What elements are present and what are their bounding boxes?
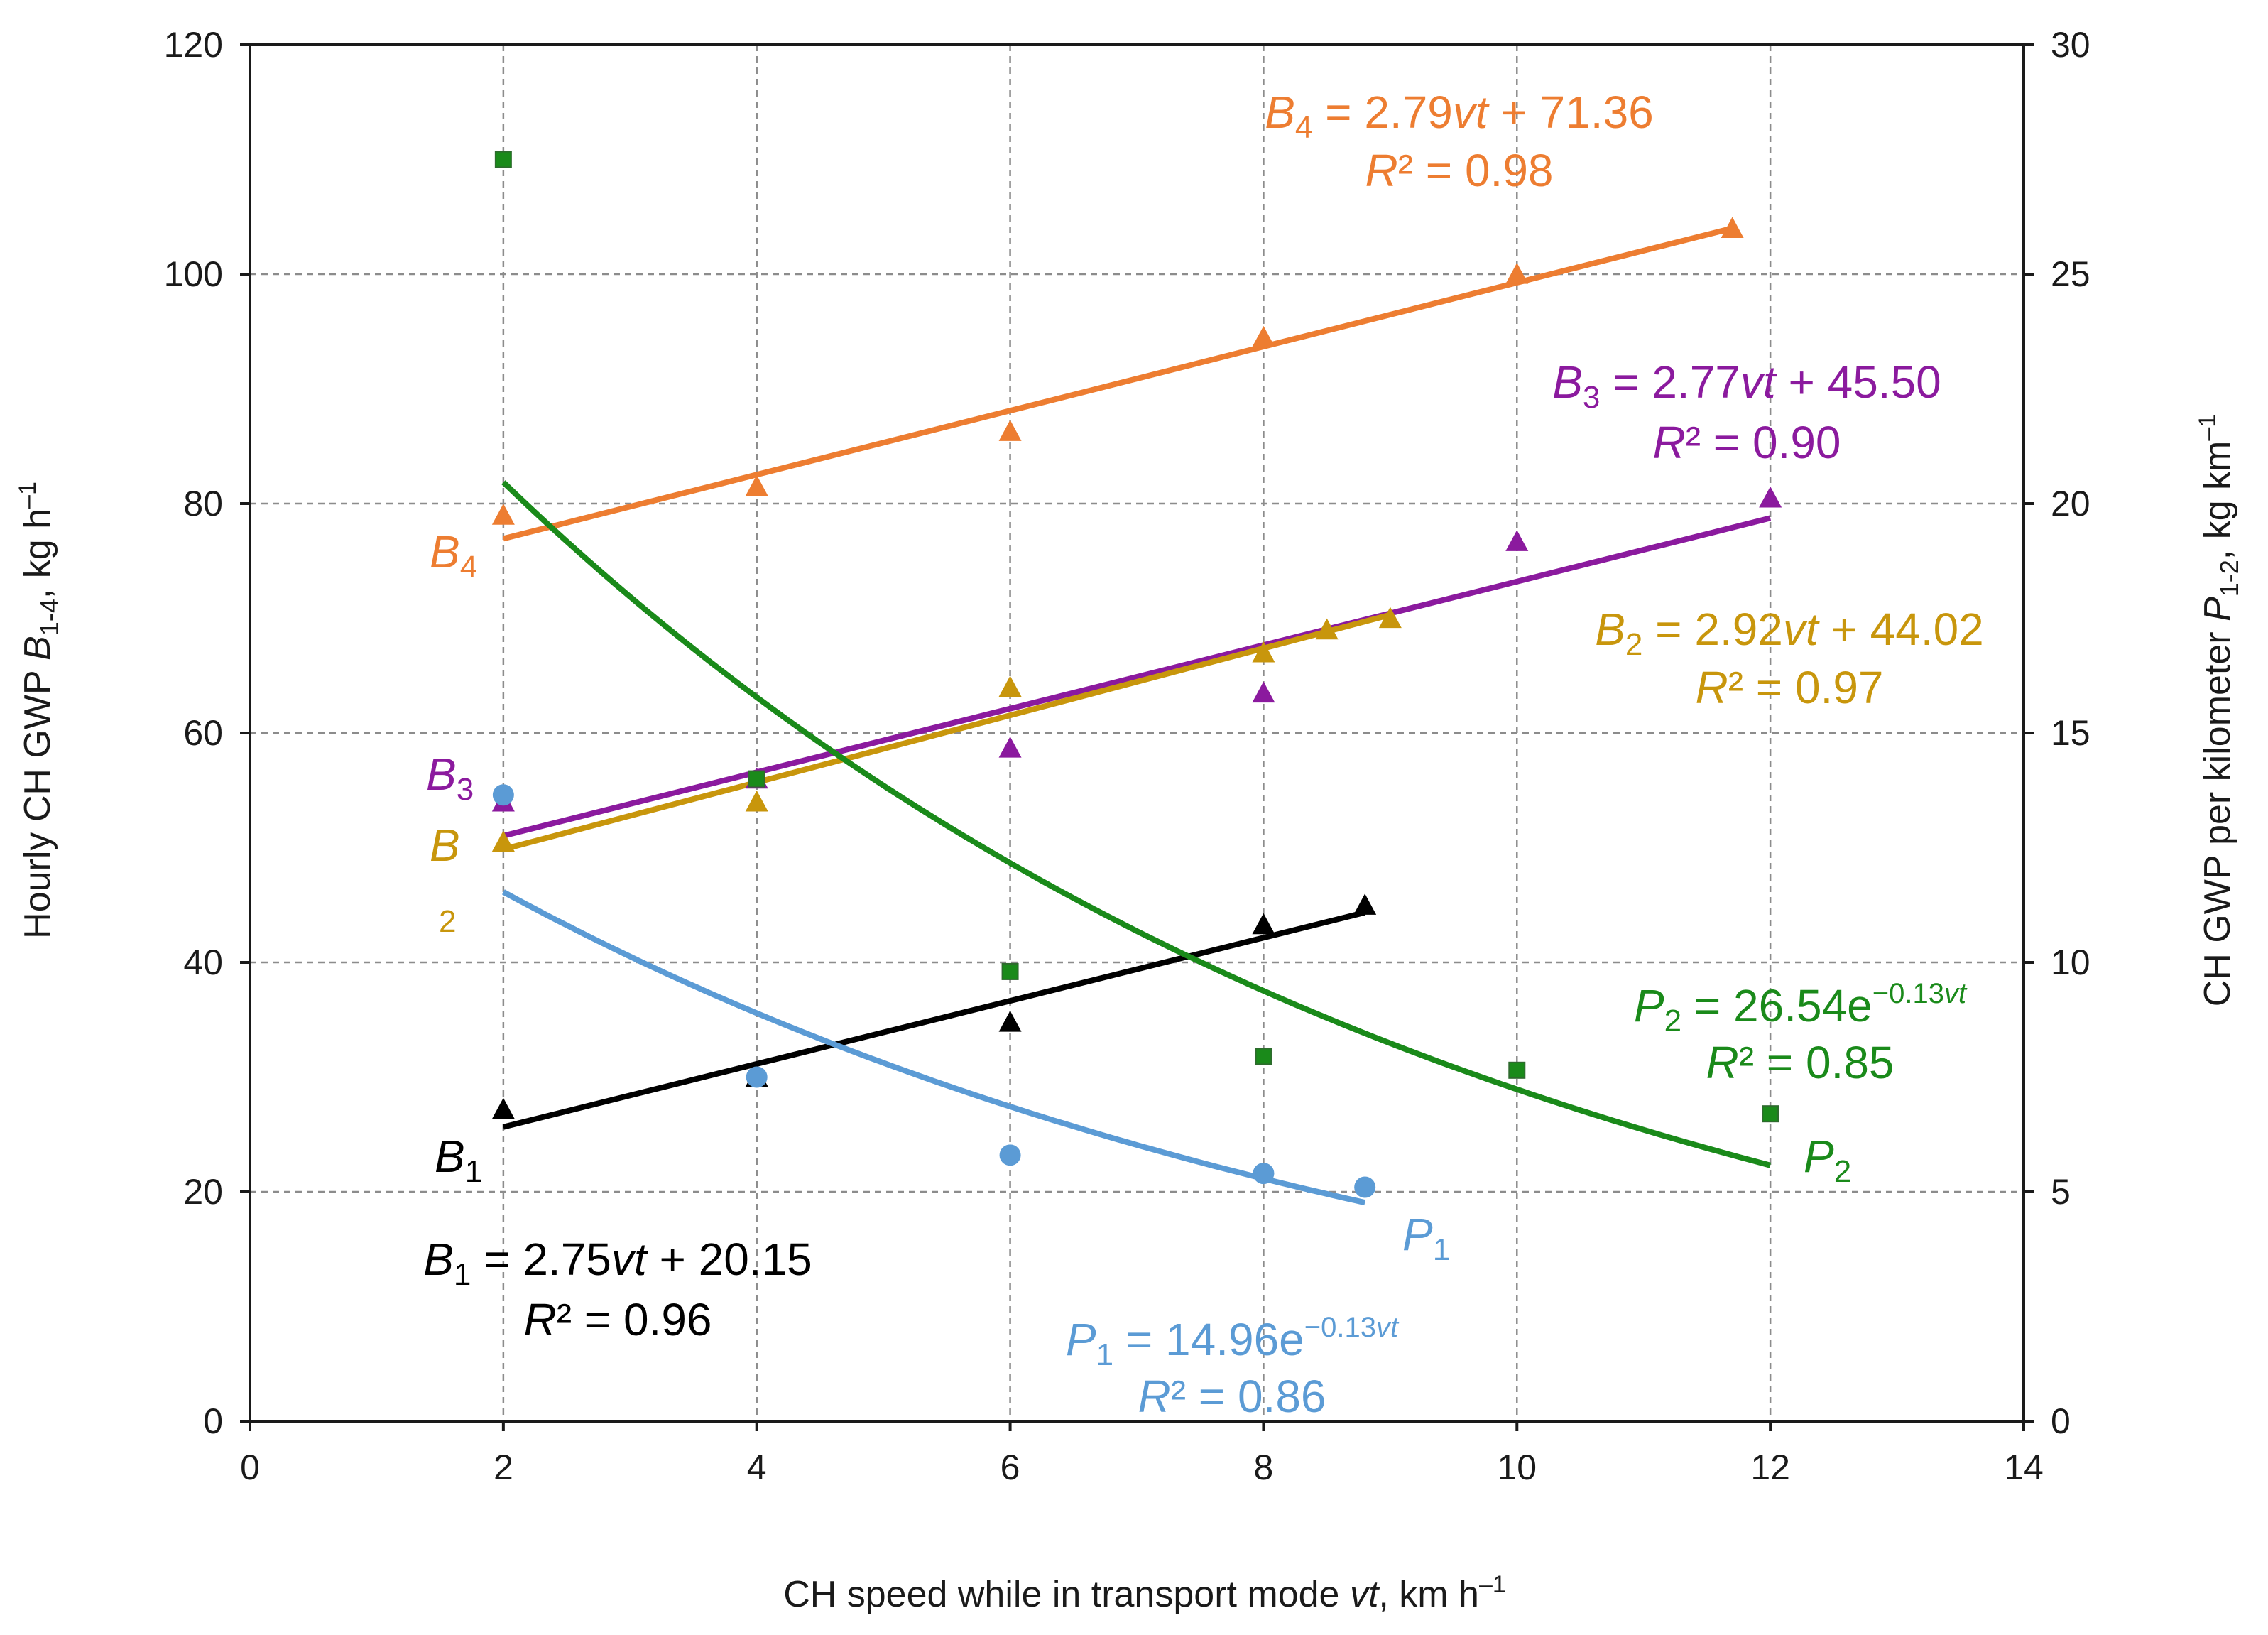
left-y-tick-label: 60 <box>183 713 223 753</box>
label-b4: B4 <box>430 526 477 585</box>
marker-p2 <box>1508 1061 1526 1079</box>
marker-b2 <box>1252 641 1275 663</box>
marker-p1 <box>999 1144 1021 1166</box>
marker-b4 <box>1505 263 1529 284</box>
gridlines <box>250 45 2024 1421</box>
left-y-tick-label: 0 <box>203 1401 223 1441</box>
marker-b2 <box>1315 618 1339 640</box>
label-b3: B3 <box>426 749 474 807</box>
marker-p1 <box>746 1066 768 1088</box>
label-b1: B1 <box>435 1131 482 1189</box>
x-tick-label: 0 <box>240 1447 260 1487</box>
marker-p2 <box>1762 1105 1779 1123</box>
x-tick-label: 8 <box>1254 1447 1274 1487</box>
data-markers <box>491 151 1782 1198</box>
r2-p1: R² = 0.86 <box>1138 1371 1326 1422</box>
marker-b4 <box>1721 217 1744 238</box>
marker-b4 <box>1252 325 1275 347</box>
x-tick-label: 4 <box>747 1447 767 1487</box>
marker-p2 <box>1001 962 1019 980</box>
right-y-tick-label: 10 <box>2051 943 2090 982</box>
marker-p1 <box>1354 1176 1376 1198</box>
trendline-b4 <box>502 225 1733 542</box>
marker-b3 <box>1505 530 1529 551</box>
marker-b3 <box>1252 681 1275 703</box>
x-tick-label: 10 <box>1497 1447 1537 1487</box>
label-p1: P1 <box>1402 1209 1450 1267</box>
right-y-tick-label: 0 <box>2051 1401 2071 1441</box>
x-tick-label: 14 <box>2004 1447 2044 1487</box>
marker-b1 <box>1353 893 1377 915</box>
left-y-axis-title: Hourly CH GWP B1-4, kg h–1 <box>14 482 64 939</box>
r2-b1: R² = 0.96 <box>523 1294 712 1345</box>
marker-b2 <box>998 675 1022 697</box>
trendline-b1 <box>502 909 1366 1130</box>
r2-b4: R² = 0.98 <box>1365 145 1553 196</box>
marker-p1 <box>492 784 514 806</box>
marker-b2 <box>491 830 515 852</box>
equation-b2: B2 = 2.92vt + 44.02 <box>1595 604 1984 662</box>
x-tick-label: 2 <box>494 1447 513 1487</box>
equation-b1: B1 = 2.75vt + 20.15 <box>423 1234 812 1292</box>
trendline-b2 <box>502 612 1391 852</box>
r2-b3: R² = 0.90 <box>1652 417 1841 468</box>
equation-b3: B3 = 2.77vt + 45.50 <box>1552 357 1941 415</box>
left-y-tick-label: 100 <box>164 254 223 294</box>
marker-p2 <box>494 151 512 168</box>
right-y-tick-label: 15 <box>2051 713 2090 753</box>
equation-p2: P2 = 26.54e−0.13vt <box>1634 978 1968 1038</box>
marker-b2 <box>1378 607 1402 629</box>
left-y-tick-label: 40 <box>183 943 223 982</box>
right-y-tick-label: 30 <box>2051 25 2090 65</box>
trend-lines <box>501 225 1772 1206</box>
right-y-tick-label: 25 <box>2051 254 2090 294</box>
marker-b1 <box>491 1097 515 1119</box>
label-b2-letter: B <box>430 820 460 871</box>
label-p2: P2 <box>1804 1131 1851 1189</box>
r2-b2: R² = 0.97 <box>1695 662 1883 713</box>
label-b2-sub: 2 <box>439 904 456 939</box>
marker-b3 <box>998 736 1022 758</box>
r2-p2: R² = 0.85 <box>1706 1037 1894 1088</box>
marker-b4 <box>998 420 1022 441</box>
marker-b1 <box>1252 913 1275 935</box>
marker-p2 <box>1255 1048 1272 1065</box>
right-y-tick-label: 20 <box>2051 484 2090 523</box>
marker-b2 <box>745 790 768 812</box>
right-y-tick-label: 5 <box>2051 1172 2071 1212</box>
marker-p1 <box>1253 1163 1275 1185</box>
marker-b4 <box>491 504 515 525</box>
trendline-b3 <box>502 515 1772 839</box>
trendline-p1 <box>501 889 1366 1206</box>
trendline-p2 <box>501 480 1772 1168</box>
equation-p1: P1 = 14.96e−0.13vt <box>1066 1312 1400 1372</box>
marker-b3 <box>1759 486 1782 508</box>
left-y-tick-label: 80 <box>183 484 223 523</box>
left-y-tick-label: 20 <box>183 1172 223 1212</box>
marker-b1 <box>998 1010 1022 1032</box>
right-y-axis-title: CH GWP per kilometer P1-2, kg km–1 <box>2194 414 2244 1006</box>
x-tick-label: 12 <box>1750 1447 1790 1487</box>
equation-b4: B4 = 2.79vt + 71.36 <box>1265 87 1654 145</box>
left-y-tick-label: 120 <box>164 25 223 65</box>
marker-p2 <box>748 770 765 788</box>
marker-b4 <box>745 474 768 496</box>
x-axis-title: CH speed while in transport mode vt, km … <box>783 1571 1506 1615</box>
x-tick-label: 6 <box>1001 1447 1020 1487</box>
